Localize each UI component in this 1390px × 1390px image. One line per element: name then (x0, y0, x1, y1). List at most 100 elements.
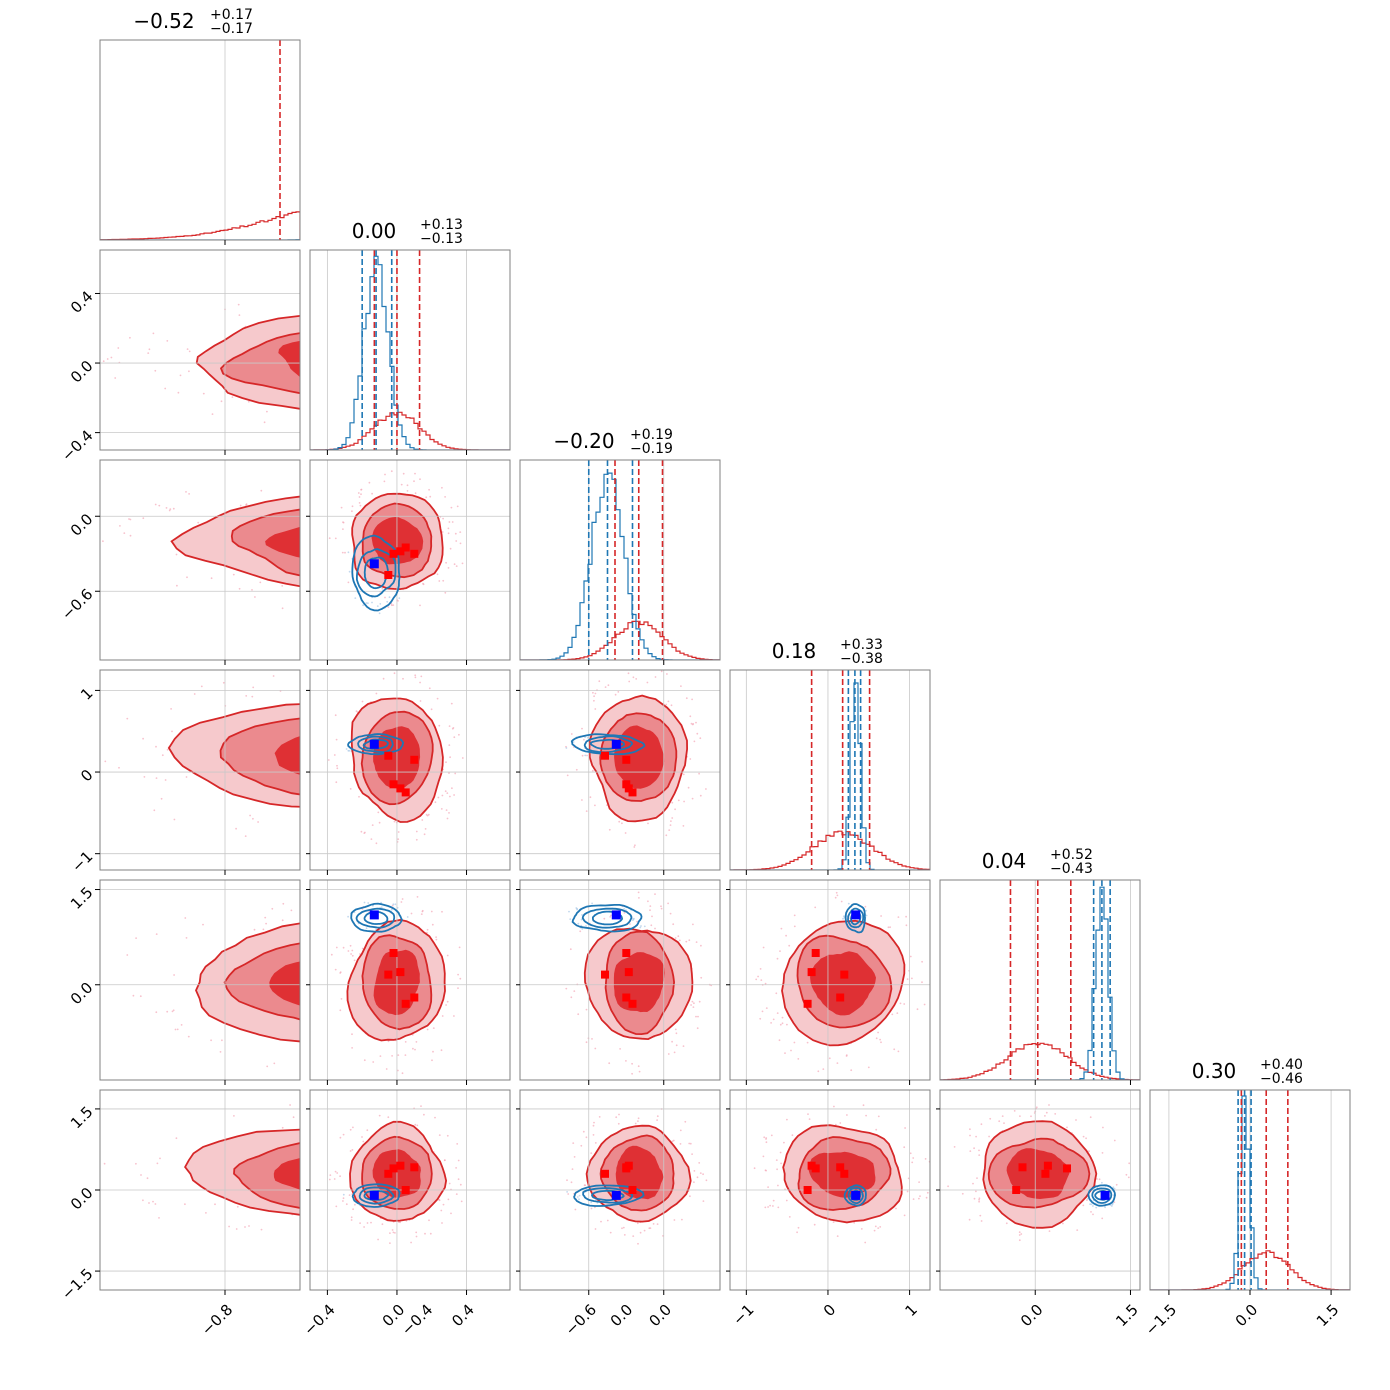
scatter-point (765, 1141, 768, 1144)
scatter-point (140, 1174, 142, 1176)
scatter-point (453, 1015, 455, 1017)
scatter-point (321, 819, 323, 821)
scatter-point (341, 754, 343, 756)
scatter-point (1101, 1181, 1103, 1184)
blue-contour-middle (847, 1187, 864, 1204)
scatter-point (333, 819, 335, 821)
scatter-point (1018, 1231, 1021, 1234)
scatter-point (765, 1169, 767, 1172)
scatter-point (865, 914, 868, 917)
scatter-point (906, 1190, 909, 1193)
scatter-point (154, 503, 157, 506)
scatter-point (406, 484, 409, 487)
x-tick-label: −1.5 (1142, 1301, 1180, 1339)
scatter-point (330, 953, 333, 956)
scatter-point (425, 486, 427, 488)
scatter-point (632, 1235, 635, 1237)
panel-title-lower: −0.19 (630, 441, 673, 457)
scatter-point (907, 1177, 910, 1180)
scatter-point (404, 1041, 407, 1043)
scatter-point (587, 375, 589, 377)
scatter-point (700, 944, 702, 947)
y-tick-label: 1.5 (67, 883, 97, 913)
scatter-point (339, 1175, 341, 1178)
scatter-point (342, 528, 344, 530)
scatter-point (129, 518, 132, 521)
scatter-point (1013, 1110, 1016, 1112)
scatter-point (779, 950, 781, 952)
scatter-point (536, 393, 538, 395)
scatter-point (757, 975, 759, 978)
scatter-point (563, 1161, 565, 1163)
scatter-point (393, 613, 395, 615)
scatter-point (402, 401, 404, 403)
scatter-point (342, 521, 344, 524)
scatter-point (461, 417, 463, 419)
scatter-point (677, 935, 680, 938)
scatter-point (315, 1114, 317, 1116)
scatter-point (312, 667, 314, 669)
scatter-point (693, 1170, 696, 1172)
x-tick-label: 1 (901, 1301, 920, 1320)
scatter-point (590, 1201, 593, 1204)
scatter-point (421, 909, 424, 912)
scatter-point (609, 1231, 612, 1234)
scatter-point (368, 481, 371, 484)
scatter-point (770, 1134, 773, 1137)
scatter-point (205, 1212, 207, 1214)
scatter-point (359, 1222, 361, 1224)
scatter-point (563, 550, 565, 552)
scatter-point (1112, 1186, 1115, 1189)
scatter-point (349, 1126, 351, 1128)
scatter-point (426, 928, 429, 931)
scatter-point (347, 915, 349, 918)
scatter-point (603, 917, 606, 920)
scatter-point (452, 898, 454, 900)
panel-title-upper: +0.17 (210, 7, 253, 23)
scatter-point (259, 581, 262, 584)
scatter-point (335, 781, 338, 784)
scatter-point (377, 811, 380, 814)
scatter-point (341, 751, 343, 753)
scatter-point (367, 902, 370, 904)
scatter-point (571, 555, 573, 557)
scatter-point (408, 600, 410, 602)
scatter-point (185, 937, 188, 939)
scatter-point (887, 926, 890, 929)
scatter-point (416, 1124, 419, 1127)
scatter-point (597, 556, 599, 558)
scatter-point (665, 703, 668, 706)
scatter-point (678, 939, 681, 942)
red-marker (346, 780, 354, 788)
panel-0-0-data (100, 40, 300, 240)
scatter-point (239, 504, 242, 507)
scatter-point (853, 1221, 856, 1224)
scatter-point (593, 699, 595, 702)
scatter-point (438, 1134, 441, 1136)
scatter-point (696, 732, 699, 735)
scatter-point (351, 954, 354, 957)
red-contour-middle (233, 1142, 300, 1209)
y-tick-label: 1 (77, 684, 96, 703)
scatter-point (586, 754, 588, 757)
scatter-point (391, 1055, 393, 1057)
scatter-point (1005, 1222, 1008, 1225)
scatter-point (690, 1004, 692, 1006)
scatter-point (251, 695, 254, 698)
scatter-point (383, 480, 386, 483)
scatter-point (245, 695, 248, 697)
panel-5-4-data (1012, 1161, 1116, 1207)
scatter-point (448, 725, 451, 727)
scatter-point (919, 1195, 921, 1197)
scatter-point (506, 960, 508, 962)
panel-frame (309, 669, 511, 871)
scatter-point (290, 909, 293, 912)
blue-contour-middle (357, 735, 394, 754)
scatter-point (627, 672, 630, 675)
scatter-point (764, 1206, 767, 1209)
scatter-point (348, 1218, 350, 1220)
scatter-point (235, 827, 238, 830)
y-tick-label: 0 (77, 766, 96, 785)
scatter-point (447, 567, 450, 569)
scatter-point (689, 1195, 691, 1198)
